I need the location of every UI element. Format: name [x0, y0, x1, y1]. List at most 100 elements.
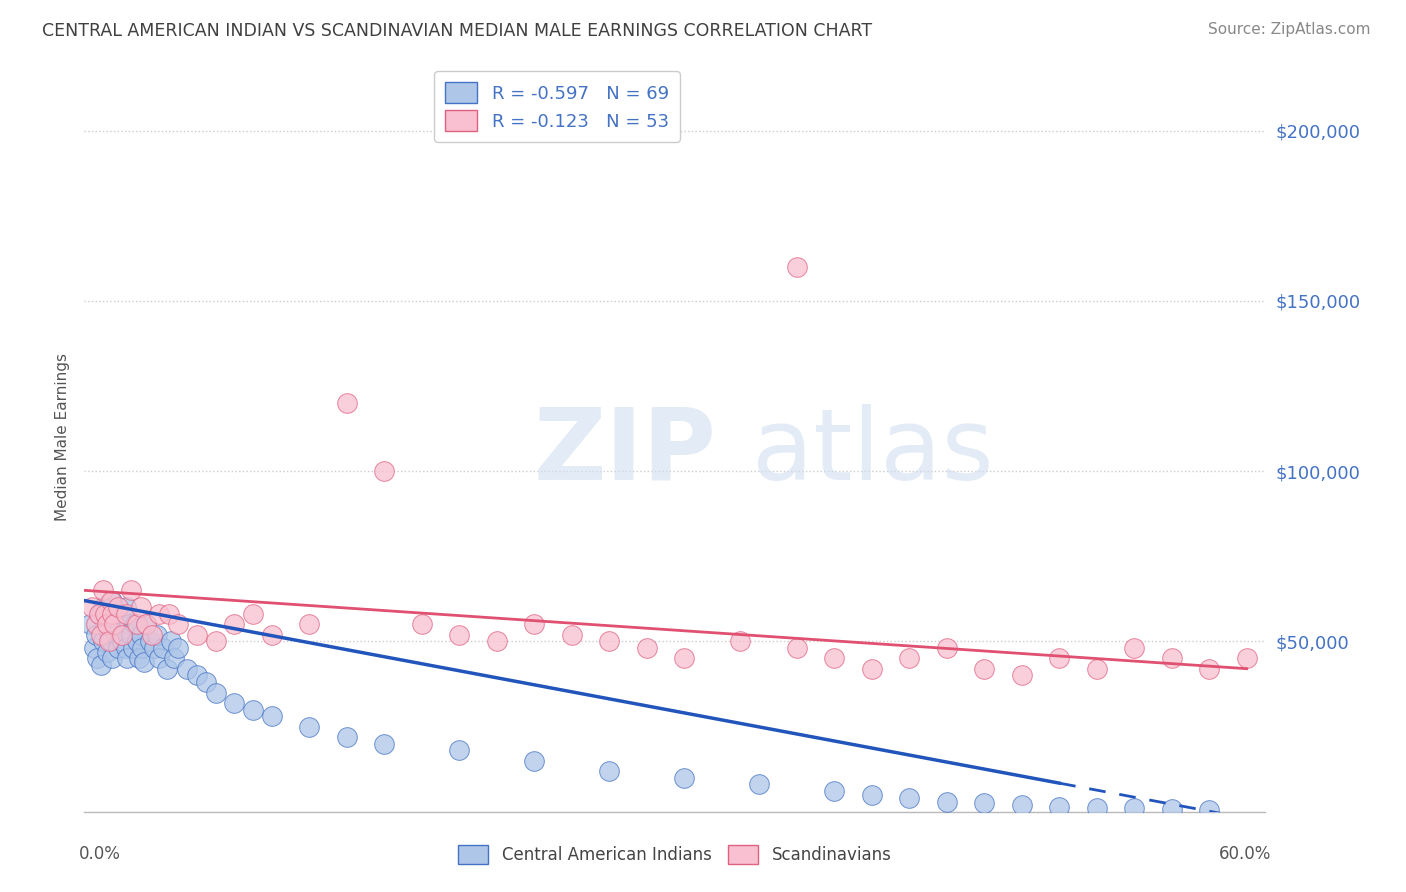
Point: [673, 771, 696, 785]
Point: [373, 464, 395, 478]
Point: [336, 730, 359, 744]
Point: [1011, 668, 1033, 682]
Point: [139, 634, 162, 648]
Point: [79, 617, 101, 632]
Point: [935, 641, 957, 656]
Point: [1011, 797, 1033, 812]
Point: [128, 651, 150, 665]
Text: ZIP: ZIP: [533, 403, 716, 500]
Point: [298, 720, 321, 734]
Point: [135, 617, 157, 632]
Point: [157, 607, 180, 622]
Point: [1160, 651, 1182, 665]
Point: [80, 600, 103, 615]
Point: [186, 627, 208, 641]
Point: [786, 641, 808, 656]
Point: [100, 593, 122, 607]
Point: [1085, 800, 1108, 814]
Point: [111, 607, 134, 622]
Point: [598, 634, 620, 648]
Point: [120, 627, 142, 641]
Point: [176, 662, 198, 676]
Point: [260, 627, 283, 641]
Point: [167, 641, 190, 656]
Point: [1047, 651, 1070, 665]
Point: [598, 764, 620, 778]
Point: [125, 634, 148, 648]
Point: [97, 634, 120, 648]
Point: [186, 668, 208, 682]
Point: [935, 795, 957, 809]
Point: [163, 651, 186, 665]
Point: [860, 788, 883, 802]
Point: [823, 651, 845, 665]
Point: [107, 641, 129, 656]
Point: [748, 777, 770, 791]
Point: [96, 645, 118, 659]
Point: [449, 743, 471, 757]
Point: [1047, 799, 1070, 814]
Point: [112, 624, 135, 639]
Point: [195, 675, 218, 690]
Point: [107, 600, 129, 615]
Point: [204, 634, 226, 648]
Point: [90, 627, 112, 641]
Point: [730, 634, 752, 648]
Point: [148, 607, 170, 622]
Point: [101, 607, 124, 622]
Legend: Central American Indians, Scandinavians: Central American Indians, Scandinavians: [451, 838, 898, 871]
Point: [242, 702, 264, 716]
Point: [860, 662, 883, 676]
Point: [91, 583, 114, 598]
Point: [1198, 803, 1220, 817]
Point: [1123, 801, 1146, 815]
Point: [120, 583, 142, 598]
Point: [449, 627, 471, 641]
Text: 0.0%: 0.0%: [79, 846, 121, 863]
Point: [100, 634, 122, 648]
Point: [141, 627, 163, 641]
Point: [135, 617, 157, 632]
Point: [1236, 651, 1258, 665]
Point: [298, 617, 321, 632]
Point: [89, 607, 111, 622]
Point: [148, 651, 170, 665]
Point: [242, 607, 264, 622]
Point: [167, 617, 190, 632]
Point: [117, 651, 139, 665]
Point: [97, 624, 120, 639]
Y-axis label: Median Male Earnings: Median Male Earnings: [55, 353, 70, 521]
Point: [156, 662, 179, 676]
Point: [103, 610, 125, 624]
Point: [973, 662, 995, 676]
Text: 60.0%: 60.0%: [1219, 846, 1271, 863]
Point: [898, 791, 921, 805]
Point: [260, 709, 283, 723]
Point: [146, 627, 169, 641]
Point: [108, 617, 131, 632]
Point: [523, 617, 546, 632]
Point: [1160, 802, 1182, 816]
Point: [118, 617, 141, 632]
Point: [373, 737, 395, 751]
Point: [129, 600, 152, 615]
Point: [142, 641, 165, 656]
Point: [111, 634, 134, 648]
Point: [84, 617, 107, 632]
Text: atlas: atlas: [752, 403, 993, 500]
Point: [94, 617, 117, 632]
Point: [124, 617, 146, 632]
Point: [114, 641, 136, 656]
Point: [83, 641, 105, 656]
Point: [134, 655, 156, 669]
Text: Source: ZipAtlas.com: Source: ZipAtlas.com: [1208, 22, 1371, 37]
Point: [111, 627, 134, 641]
Point: [336, 396, 359, 410]
Point: [523, 754, 546, 768]
Point: [96, 617, 118, 632]
Point: [1123, 641, 1146, 656]
Point: [485, 634, 508, 648]
Point: [122, 641, 145, 656]
Point: [129, 627, 152, 641]
Point: [204, 685, 226, 699]
